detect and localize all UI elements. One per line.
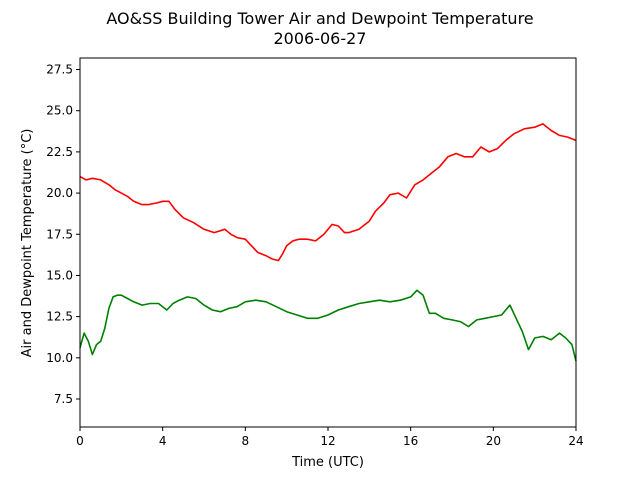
chart-title: AO&SS Building Tower Air and Dewpoint Te…: [106, 9, 533, 28]
x-tick-label: 12: [320, 434, 335, 448]
y-tick-label: 15.0: [46, 268, 73, 282]
x-axis: 0 4 8 12 16 20 24: [76, 427, 584, 448]
x-tick-label: 8: [242, 434, 250, 448]
y-tick-label: 12.5: [46, 310, 73, 324]
y-tick-label: 10.0: [46, 351, 73, 365]
y-tick-label: 27.5: [46, 63, 73, 77]
series-line-1: [79, 123, 577, 262]
x-axis-label: Time (UTC): [291, 455, 364, 470]
x-tick-label: 0: [76, 434, 84, 448]
y-tick-label: 22.5: [46, 145, 73, 159]
y-tick-label: 17.5: [46, 227, 73, 241]
y-axis-label: Air and Dewpoint Temperature (°C): [20, 129, 35, 358]
chart-subtitle: 2006-06-27: [274, 29, 367, 48]
y-tick-label: 7.5: [54, 392, 73, 406]
series-layer: [79, 123, 577, 362]
x-tick-label: 24: [568, 434, 583, 448]
x-tick-label: 20: [486, 434, 501, 448]
series-line-2: [79, 289, 577, 362]
y-tick-label: 25.0: [46, 104, 73, 118]
x-tick-label: 16: [403, 434, 418, 448]
y-axis: 7.5 10.0 12.5 15.0 17.5 20.0 22.5 25.0 27.5: [46, 63, 80, 406]
x-tick-label: 4: [159, 434, 167, 448]
y-tick-label: 20.0: [46, 186, 73, 200]
